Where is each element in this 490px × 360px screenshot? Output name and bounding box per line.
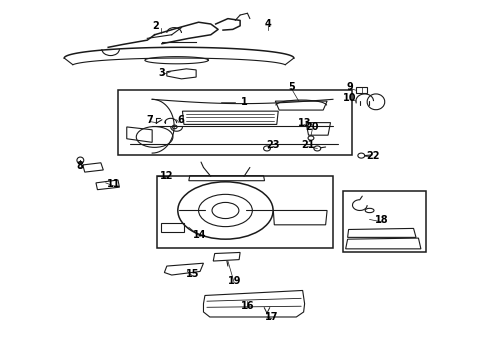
Text: 15: 15 xyxy=(186,269,199,279)
Text: 6: 6 xyxy=(177,115,184,125)
Text: 10: 10 xyxy=(343,93,357,103)
Text: 22: 22 xyxy=(366,150,380,161)
Text: 23: 23 xyxy=(267,140,280,150)
Text: 13: 13 xyxy=(298,118,311,128)
Text: 19: 19 xyxy=(227,276,241,286)
Text: 7: 7 xyxy=(147,115,153,125)
Text: 20: 20 xyxy=(306,122,319,132)
Text: 1: 1 xyxy=(241,97,247,107)
Text: 17: 17 xyxy=(265,312,279,322)
Text: 5: 5 xyxy=(288,82,295,92)
Text: 3: 3 xyxy=(159,68,165,78)
Text: 4: 4 xyxy=(265,19,272,29)
Text: 11: 11 xyxy=(107,179,121,189)
Text: 18: 18 xyxy=(375,215,389,225)
Text: 8: 8 xyxy=(76,161,83,171)
Text: 9: 9 xyxy=(347,82,353,92)
Text: 14: 14 xyxy=(193,230,207,239)
Text: 12: 12 xyxy=(160,171,173,181)
Text: 2: 2 xyxy=(153,21,159,31)
Text: 16: 16 xyxy=(241,301,254,311)
Text: 21: 21 xyxy=(301,140,314,150)
